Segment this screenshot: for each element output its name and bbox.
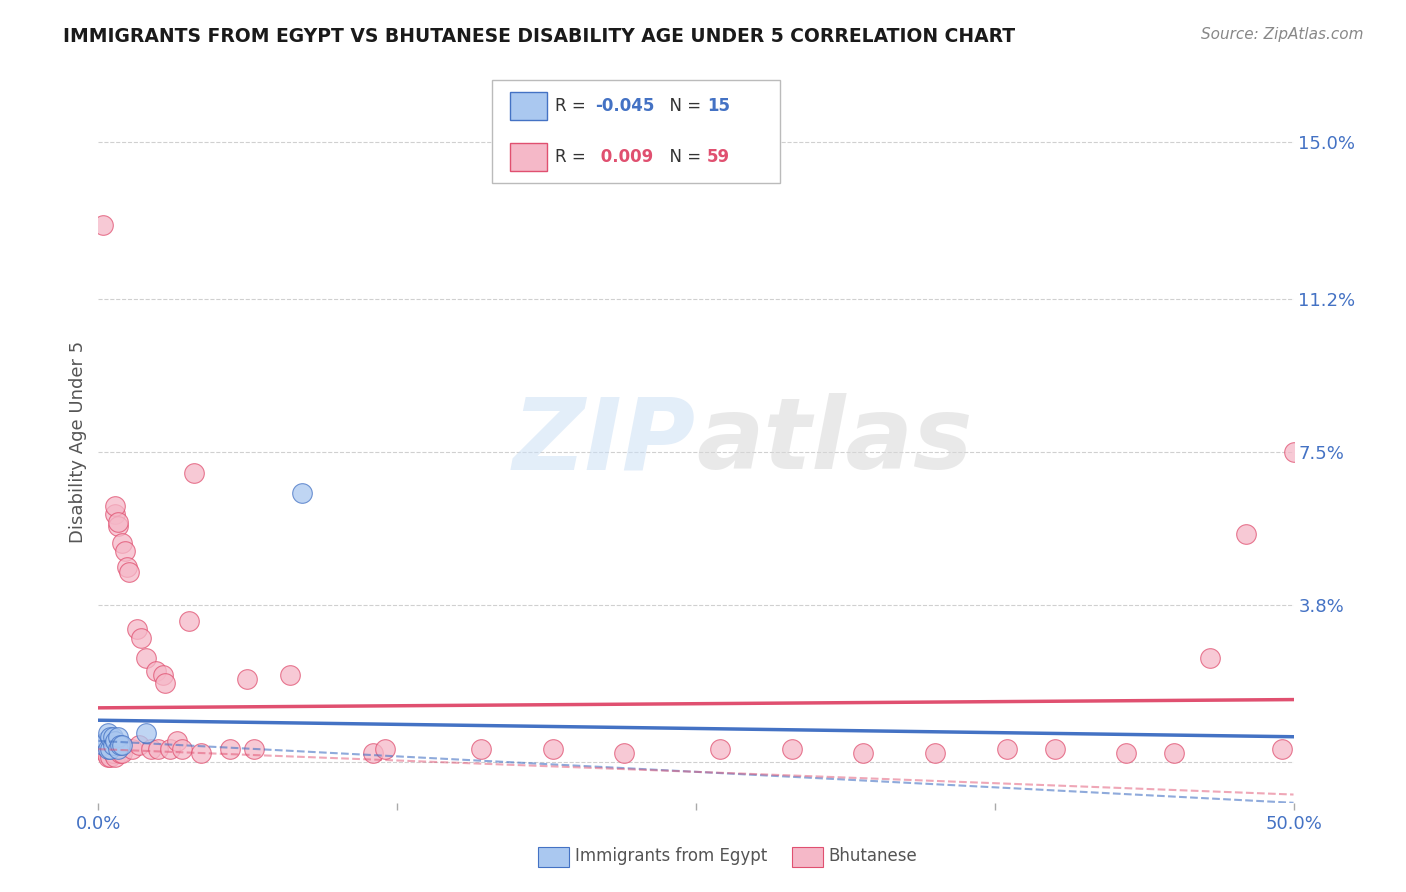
- Point: [94, 734, 117, 748]
- Point: [108, 746, 131, 760]
- Point: [104, 750, 127, 764]
- Point: [1115, 746, 1137, 760]
- Point: [780, 742, 803, 756]
- Point: [278, 668, 301, 682]
- Point: [121, 742, 143, 756]
- Text: R =: R =: [555, 97, 592, 115]
- Text: IMMIGRANTS FROM EGYPT VS BHUTANESE DISABILITY AGE UNDER 5 CORRELATION CHART: IMMIGRANTS FROM EGYPT VS BHUTANESE DISAB…: [63, 27, 1015, 45]
- Point: [111, 535, 134, 549]
- Text: R =: R =: [555, 148, 592, 166]
- Point: [111, 746, 134, 760]
- Point: [541, 742, 564, 756]
- Point: [135, 651, 157, 665]
- Point: [924, 746, 946, 760]
- Point: [97, 750, 120, 764]
- Point: [101, 746, 124, 760]
- Point: [91, 218, 114, 232]
- Point: [374, 742, 396, 756]
- Point: [97, 742, 120, 756]
- Point: [107, 742, 129, 756]
- Text: -0.045: -0.045: [595, 97, 654, 115]
- Point: [107, 515, 129, 529]
- Point: [243, 742, 266, 756]
- Text: Immigrants from Egypt: Immigrants from Egypt: [575, 847, 768, 865]
- Text: Bhutanese: Bhutanese: [828, 847, 917, 865]
- Point: [1234, 527, 1257, 541]
- Point: [235, 672, 257, 686]
- Point: [101, 738, 124, 752]
- Point: [291, 486, 314, 500]
- Point: [152, 668, 174, 682]
- Point: [470, 742, 492, 756]
- Point: [125, 623, 148, 637]
- Text: N =: N =: [659, 97, 707, 115]
- Point: [148, 742, 170, 756]
- Point: [94, 738, 117, 752]
- Text: 59: 59: [707, 148, 730, 166]
- Point: [118, 565, 141, 579]
- Point: [114, 544, 136, 558]
- Point: [1271, 742, 1294, 756]
- Point: [104, 507, 127, 521]
- Point: [107, 730, 129, 744]
- Point: [183, 466, 205, 480]
- Point: [91, 738, 114, 752]
- Point: [190, 746, 212, 760]
- Text: N =: N =: [659, 148, 707, 166]
- Point: [995, 742, 1018, 756]
- Point: [145, 664, 167, 678]
- Point: [709, 742, 731, 756]
- Text: Source: ZipAtlas.com: Source: ZipAtlas.com: [1201, 27, 1364, 42]
- Point: [219, 742, 242, 756]
- Point: [111, 738, 134, 752]
- Point: [159, 742, 181, 756]
- Point: [104, 734, 127, 748]
- Text: 0.009: 0.009: [595, 148, 652, 166]
- Point: [101, 738, 124, 752]
- Text: ZIP: ZIP: [513, 393, 696, 490]
- Point: [1199, 651, 1222, 665]
- Point: [98, 734, 122, 748]
- Point: [98, 730, 122, 744]
- Point: [97, 725, 120, 739]
- Point: [98, 750, 122, 764]
- Point: [115, 560, 138, 574]
- Point: [94, 746, 117, 760]
- Point: [107, 519, 129, 533]
- Point: [1282, 445, 1305, 459]
- Point: [108, 738, 131, 752]
- Point: [1043, 742, 1066, 756]
- Point: [131, 631, 153, 645]
- Point: [166, 734, 188, 748]
- Point: [179, 614, 201, 628]
- Point: [98, 742, 122, 756]
- Point: [97, 742, 120, 756]
- Point: [135, 725, 157, 739]
- Point: [852, 746, 875, 760]
- Point: [155, 676, 177, 690]
- Point: [172, 742, 194, 756]
- Point: [1163, 746, 1185, 760]
- Point: [363, 746, 385, 760]
- Point: [104, 499, 127, 513]
- Point: [128, 738, 150, 752]
- Point: [98, 742, 122, 756]
- Point: [101, 730, 124, 744]
- Text: atlas: atlas: [696, 393, 973, 490]
- Text: 15: 15: [707, 97, 730, 115]
- Point: [108, 738, 131, 752]
- Point: [613, 746, 636, 760]
- Y-axis label: Disability Age Under 5: Disability Age Under 5: [69, 341, 87, 542]
- Point: [139, 742, 162, 756]
